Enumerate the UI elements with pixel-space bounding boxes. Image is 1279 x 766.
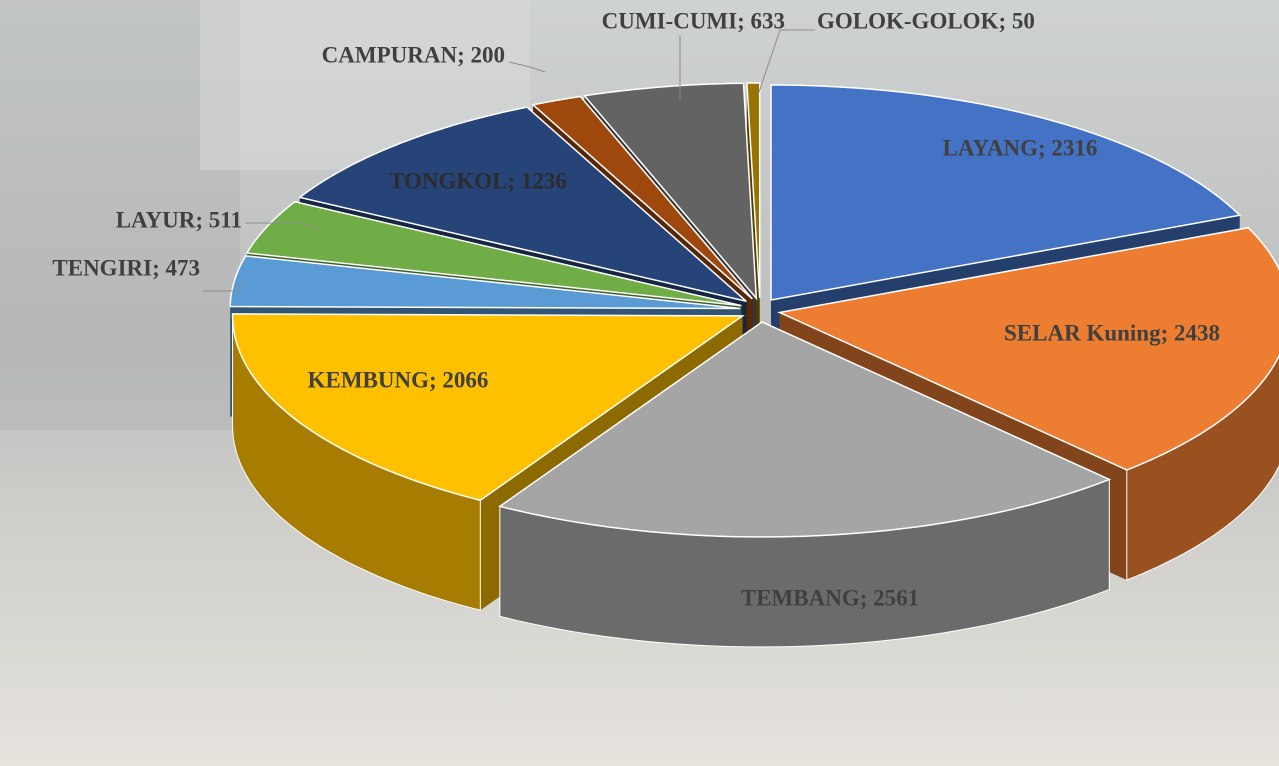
chart: LAYANG; 2316 SELAR Kuning; 2438 TEMBANG; 2…: [0, 0, 1279, 766]
data-label: LAYUR; 511: [116, 207, 242, 232]
data-label: LAYANG; 2316: [943, 135, 1098, 160]
data-label: TEMBANG; 2561: [741, 585, 919, 610]
data-label: CUMI-CUMI; 633: [602, 8, 785, 33]
data-label: SELAR Kuning; 2438: [1004, 320, 1220, 345]
data-label: TENGIRI; 473: [52, 255, 200, 280]
data-label: CAMPURAN; 200: [322, 42, 505, 67]
data-label: GOLOK-GOLOK; 50: [817, 8, 1035, 33]
data-label: KEMBUNG; 2066: [308, 367, 489, 392]
data-label: TONGKOL; 1236: [389, 168, 567, 193]
